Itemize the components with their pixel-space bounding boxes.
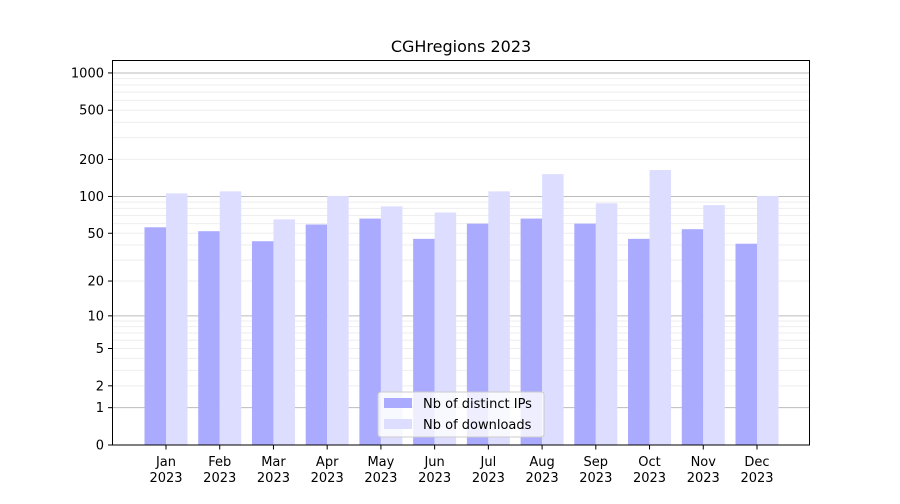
x-tick-label: Mar 2023 bbox=[257, 455, 290, 486]
bar-distinct-ips bbox=[198, 231, 220, 445]
plot-frame bbox=[112, 60, 810, 446]
x-tick-label: Feb 2023 bbox=[203, 455, 236, 486]
x-tick-label: Oct 2023 bbox=[633, 455, 666, 486]
bar-distinct-ips bbox=[359, 218, 381, 445]
bar-downloads bbox=[595, 203, 618, 445]
y-tick-label: 10 bbox=[87, 309, 104, 324]
bar-downloads bbox=[219, 191, 242, 445]
bar-distinct-ips bbox=[520, 218, 543, 445]
y-tick-label: 20 bbox=[87, 275, 104, 290]
x-tick-label: Jun 2023 bbox=[418, 455, 451, 486]
legend-label-ips: Nb of distinct IPs bbox=[423, 397, 532, 412]
bar-distinct-ips bbox=[735, 243, 757, 445]
y-tick-label: 2 bbox=[96, 379, 104, 394]
bar-distinct-ips bbox=[628, 238, 650, 445]
legend-label-downloads: Nb of downloads bbox=[423, 418, 532, 433]
x-tick-label: Aug 2023 bbox=[526, 455, 559, 486]
y-tick-label: 50 bbox=[87, 227, 104, 242]
y-axis: 0 1 2 5 10 20 50 100 200 500 1000 bbox=[71, 66, 113, 454]
legend-swatch-downloads bbox=[384, 419, 412, 429]
bar-downloads bbox=[273, 219, 295, 445]
x-axis: Jan 2023 Feb 2023 Mar 2023 Apr 2023 May 2023 Jun 20… bbox=[149, 445, 774, 486]
bar-downloads bbox=[488, 191, 510, 445]
x-tick-label: Sep 2023 bbox=[579, 455, 612, 486]
y-tick-label: 5 bbox=[96, 342, 104, 357]
legend-box bbox=[377, 391, 545, 438]
y-tick-label: 100 bbox=[79, 190, 104, 205]
y-tick-label: 0 bbox=[96, 439, 104, 454]
bar-downloads bbox=[434, 212, 457, 445]
y-tick-label: 1000 bbox=[71, 66, 104, 81]
bar-distinct-ips bbox=[574, 223, 596, 445]
x-tick-label: May 2023 bbox=[364, 455, 397, 486]
x-tick-label: Jan 2023 bbox=[149, 455, 182, 486]
bar-downloads bbox=[649, 170, 672, 446]
bar-distinct-ips bbox=[466, 223, 489, 445]
legend: Nb of distinct IPs Nb of downloads bbox=[377, 391, 545, 438]
x-tick-label: Nov 2023 bbox=[687, 455, 720, 486]
y-tick-label: 500 bbox=[79, 104, 104, 119]
bar-distinct-ips bbox=[144, 227, 166, 445]
bar-downloads bbox=[380, 206, 403, 445]
bar-downloads bbox=[703, 205, 725, 445]
bar-distinct-ips bbox=[305, 224, 328, 445]
legend-swatch-ips bbox=[384, 398, 412, 408]
bar-downloads bbox=[327, 195, 349, 445]
bar-downloads bbox=[166, 193, 188, 445]
y-tick-label: 200 bbox=[79, 153, 104, 168]
y-tick-label: 1 bbox=[96, 401, 104, 416]
bar-distinct-ips bbox=[251, 241, 274, 445]
bar-downloads bbox=[542, 174, 564, 445]
bar-downloads bbox=[757, 195, 779, 445]
x-tick-label: Jul 2023 bbox=[472, 455, 505, 486]
chart-title: CGHregions 2023 bbox=[391, 37, 531, 56]
x-tick-label: Dec 2023 bbox=[740, 455, 773, 486]
x-tick-label: Apr 2023 bbox=[311, 455, 344, 486]
bar-distinct-ips bbox=[681, 229, 704, 445]
